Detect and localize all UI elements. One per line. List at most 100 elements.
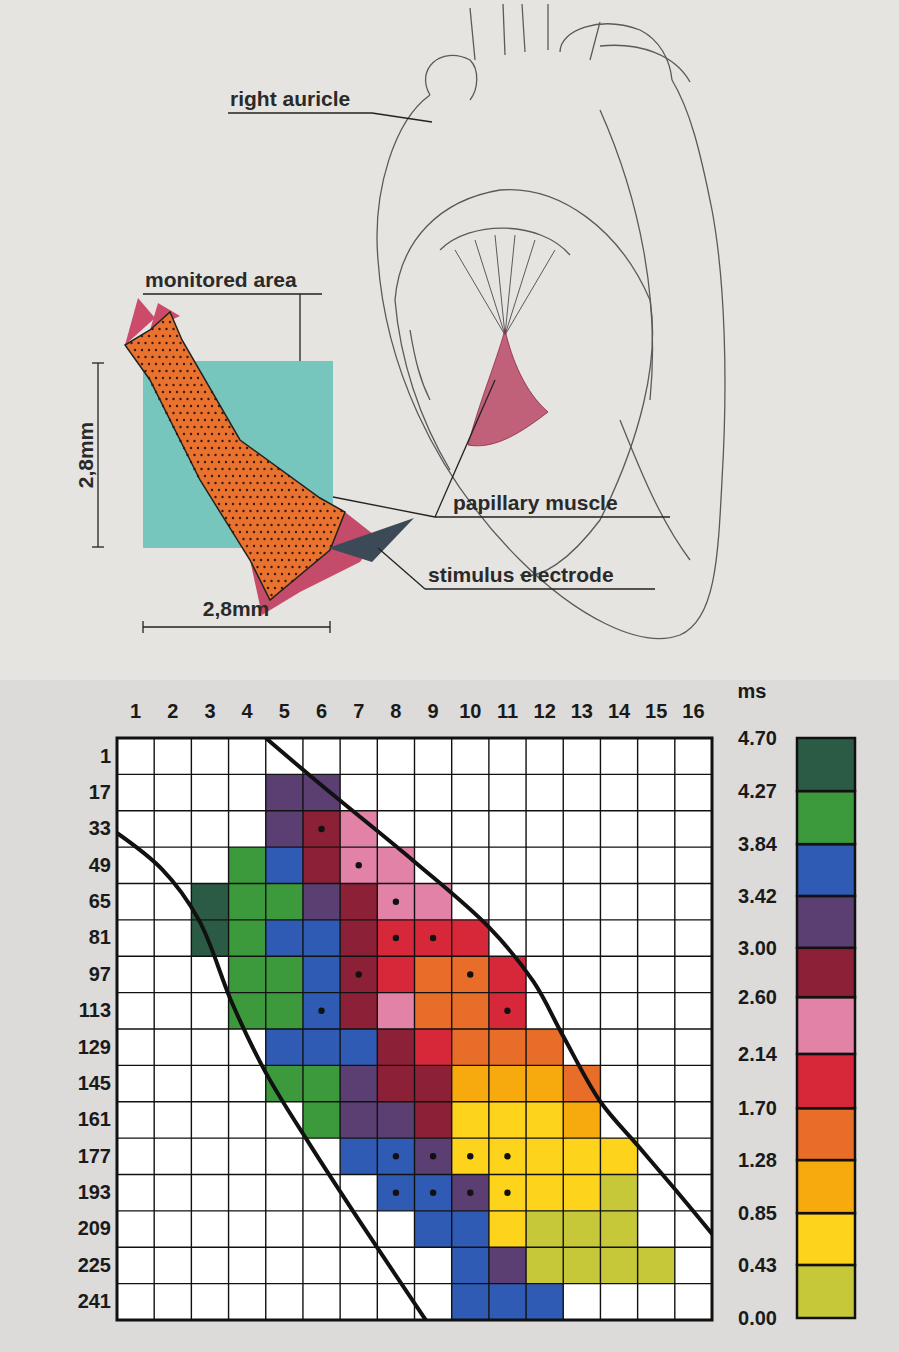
empty-cell <box>675 920 712 956</box>
grid-line <box>117 846 712 847</box>
empty-cell <box>526 956 563 992</box>
grid-line <box>117 1283 712 1284</box>
marked-cell-dot <box>467 1153 473 1159</box>
stipple-dot <box>186 426 188 428</box>
marked-cell-dot <box>393 1153 399 1159</box>
color-axis-line <box>797 739 798 1319</box>
stipple-dot <box>162 321 164 323</box>
stipple-dot <box>267 587 269 589</box>
stipple-dot <box>232 433 234 435</box>
empty-cell <box>675 993 712 1029</box>
electrode <box>328 518 414 562</box>
stipple-dot <box>330 531 332 533</box>
stipple-dot <box>193 370 195 372</box>
cell <box>526 1102 563 1138</box>
empty-cell <box>191 1211 228 1247</box>
stipple-dot <box>186 356 188 358</box>
empty-cell <box>526 774 563 810</box>
cell <box>377 1065 414 1101</box>
cell <box>303 920 340 956</box>
cell <box>452 1211 489 1247</box>
label-stimulus-electrode: stimulus electrode <box>428 563 614 586</box>
empty-cell <box>191 774 228 810</box>
stipple-dot <box>158 384 160 386</box>
cell <box>266 847 303 883</box>
empty-cell <box>675 1138 712 1174</box>
empty-cell <box>266 1211 303 1247</box>
empty-cell <box>340 1175 377 1211</box>
stipple-dot <box>200 454 202 456</box>
stipple-dot <box>183 433 185 435</box>
stipple-dot <box>281 531 283 533</box>
stipple-dot <box>239 475 241 477</box>
muscle-outline <box>266 738 712 1247</box>
stipple-dot <box>190 377 192 379</box>
dimension-end <box>329 621 330 633</box>
stipple-dot <box>183 447 185 449</box>
stipple-dot <box>158 370 160 372</box>
color-axis-tick: 3.84 <box>738 833 797 855</box>
color-axis-tick: 0.85 <box>738 1202 797 1224</box>
empty-cell <box>191 993 228 1029</box>
stipple-dot <box>197 405 199 407</box>
stipple-dot <box>228 468 230 470</box>
cell <box>563 1175 600 1211</box>
cell <box>229 847 266 883</box>
grid-line <box>117 1247 712 1248</box>
cell <box>415 920 452 956</box>
color-axis-tick: 4.70 <box>738 727 797 749</box>
x-axis-tick-label: 4 <box>242 700 254 722</box>
stipple-dot <box>151 370 153 372</box>
cell <box>526 1175 563 1211</box>
underline <box>228 112 372 113</box>
stipple-dot <box>249 468 251 470</box>
x-axis-tick: 8 <box>390 700 401 738</box>
dimension-end <box>92 362 104 363</box>
marked-cell-dot <box>318 1008 324 1014</box>
cell <box>563 1102 600 1138</box>
stipple-dot <box>256 510 258 512</box>
x-axis-tick-label: 2 <box>167 700 178 722</box>
stipple-dot <box>232 475 234 477</box>
empty-cell <box>377 774 414 810</box>
empty-cell <box>675 956 712 992</box>
cell <box>266 956 303 992</box>
grid-line <box>117 919 712 920</box>
y-axis-tick: 129 <box>78 1036 117 1058</box>
cell <box>452 1029 489 1065</box>
stipple-dot <box>218 447 220 449</box>
stipple-dot <box>148 335 150 337</box>
stipple-dot <box>172 356 174 358</box>
stipple-dot <box>239 447 241 449</box>
stipple-dot <box>197 447 199 449</box>
stipple-dot <box>309 503 311 505</box>
stipple-dot <box>249 482 251 484</box>
stipple-dot <box>302 559 304 561</box>
stipple-dot <box>172 370 174 372</box>
stipple-dot <box>235 510 237 512</box>
color-band <box>797 1054 855 1108</box>
x-axis-tick: 4 <box>242 700 254 738</box>
cell <box>340 884 377 920</box>
stipple-dot <box>176 391 178 393</box>
stipple-dot <box>232 531 234 533</box>
y-axis-tick-label: 113 <box>79 999 111 1021</box>
stipple-dot <box>249 510 251 512</box>
empty-cell <box>117 811 154 847</box>
stipple-dot <box>288 573 290 575</box>
stipple-dot <box>239 489 241 491</box>
stipple-dot <box>305 524 307 526</box>
y-axis-tick: 65 <box>89 890 117 912</box>
color-axis-tick: 2.60 <box>738 986 797 1008</box>
stipple-dot <box>316 503 318 505</box>
y-axis-tick: 33 <box>89 817 117 839</box>
stipple-dot <box>274 545 276 547</box>
stipple-dot <box>260 461 262 463</box>
stipple-dot <box>176 405 178 407</box>
cell <box>452 956 489 992</box>
stipple-dot <box>235 482 237 484</box>
stipple-dot <box>228 440 230 442</box>
empty-cell <box>377 1284 414 1320</box>
stipple-dot <box>169 377 171 379</box>
stipple-dot <box>256 468 258 470</box>
